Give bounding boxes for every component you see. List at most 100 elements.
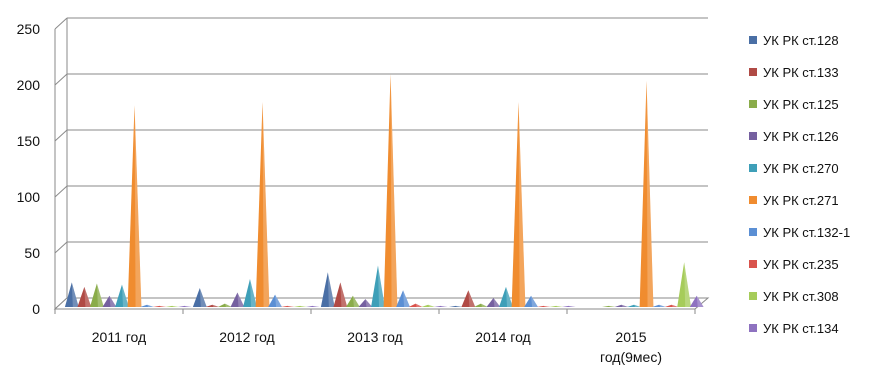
spike-mark <box>536 305 551 307</box>
spike-mark <box>511 102 526 307</box>
legend-item: УК РК ст.308 <box>749 289 839 304</box>
spike-mark <box>255 102 270 307</box>
legend-swatch <box>749 164 757 172</box>
legend-label: УК РК ст.271 <box>763 193 839 208</box>
legend-label: УК РК ст.132-1 <box>763 225 850 240</box>
spike-mark <box>230 292 245 307</box>
y-tick-label: 200 <box>17 77 41 93</box>
legend-swatch <box>749 292 757 300</box>
legend-item: УК РК ст.134 <box>749 321 839 336</box>
legend-swatch <box>749 324 757 332</box>
spike-mark <box>689 295 704 307</box>
legend-swatch <box>749 228 757 236</box>
legend-swatch <box>749 100 757 108</box>
spike-mark <box>177 305 192 307</box>
spike-mark <box>561 305 576 307</box>
grid-lines <box>54 17 708 310</box>
spike-mark <box>421 304 436 307</box>
legend-label: УК РК ст.308 <box>763 289 839 304</box>
legend-item: УК РК ст.235 <box>749 257 839 272</box>
gridline-depth <box>54 241 68 254</box>
legend-label: УК РК ст.270 <box>763 161 839 176</box>
spike-mark <box>217 303 232 307</box>
legend-item: УК РК ст.132-1 <box>749 225 850 240</box>
spike-mark <box>345 295 360 307</box>
legend-item: УК РК ст.126 <box>749 129 839 144</box>
spike-mark <box>305 305 320 307</box>
legend-label: УК РК ст.128 <box>763 33 839 48</box>
spike-mark <box>115 284 129 307</box>
spike-mark <box>358 299 373 307</box>
spike-mark <box>614 304 629 307</box>
spike-mark <box>77 286 92 307</box>
legend-label: УК РК ст.125 <box>763 97 839 112</box>
spike-mark <box>293 305 308 307</box>
spike-mark <box>192 287 207 307</box>
x-category-label: 2015 год(9мес) <box>600 329 662 365</box>
legend-label: УК РК ст.126 <box>763 129 839 144</box>
y-tick-label: 250 <box>17 21 41 37</box>
legend-item: УК РК ст.133 <box>749 65 839 80</box>
spike-mark <box>433 305 448 307</box>
legend-label: УК РК ст.235 <box>763 257 839 272</box>
spike-mark <box>448 305 463 307</box>
spike-mark <box>549 305 564 307</box>
x-axis-categories: 2011 год 2012 год 2013 год 2014 год 2015 год(… <box>92 329 662 365</box>
spike-mark <box>152 305 167 307</box>
legend-swatch <box>749 196 757 204</box>
spike-mark <box>205 304 220 307</box>
spike-mark <box>639 80 654 307</box>
spike-mark <box>243 279 257 307</box>
spike-mark <box>408 303 423 307</box>
spike-mark <box>664 304 679 307</box>
spike-mark <box>102 295 117 307</box>
legend-item: УК РК ст.270 <box>749 161 839 176</box>
legend-swatch <box>749 68 757 76</box>
spike-mark <box>677 262 692 307</box>
x-category-label: 2012 год <box>219 329 274 345</box>
gridline-depth <box>54 185 68 198</box>
legend-item: УК РК ст.125 <box>749 97 839 112</box>
y-tick-label: 150 <box>17 133 41 149</box>
x-category-label: 2011 год <box>92 329 146 345</box>
legend-swatch <box>749 260 757 268</box>
legend-swatch <box>749 132 757 140</box>
x-category-label: 2014 год <box>475 329 530 345</box>
spike-mark <box>601 305 616 307</box>
spike-mark <box>140 304 154 307</box>
spike-mark <box>333 282 348 307</box>
legend-item: УК РК ст.128 <box>749 33 839 48</box>
y-tick-label: 100 <box>17 189 41 205</box>
spike-mark <box>396 290 410 307</box>
spike-mark <box>383 74 398 307</box>
spike-mark <box>627 304 641 307</box>
spike-mark <box>461 290 476 307</box>
spike-mark <box>499 286 513 307</box>
series-marks <box>64 74 704 308</box>
gridline-depth <box>54 17 68 30</box>
gridline-depth <box>54 73 68 86</box>
y-tick-label: 50 <box>24 245 40 261</box>
legend-swatch <box>749 36 757 44</box>
legend: УК РК ст.128 УК РК ст.133 УК РК ст.125 УК Р… <box>749 33 850 336</box>
spike-mark <box>127 105 142 308</box>
spike-mark <box>652 304 666 307</box>
legend-label: УК РК ст.134 <box>763 321 839 336</box>
y-tick-label: 0 <box>32 301 40 317</box>
spike-mark <box>371 265 385 307</box>
spike-mark <box>89 283 104 307</box>
spike-mark <box>486 298 501 307</box>
y-axis-ticks: 0 50 100 150 200 250 <box>17 21 41 317</box>
legend-label: УК РК ст.133 <box>763 65 839 80</box>
spike-mark <box>268 294 282 307</box>
legend-item: УК РК ст.271 <box>749 193 839 208</box>
spike-mark <box>524 295 538 307</box>
spike-mark <box>473 303 488 307</box>
gridline-depth <box>54 129 68 142</box>
spike-mark <box>320 272 335 307</box>
x-category-label: 2013 год <box>347 329 402 345</box>
spike-mark <box>64 282 79 307</box>
spike-mark <box>165 305 180 307</box>
spike-mark <box>280 305 295 307</box>
